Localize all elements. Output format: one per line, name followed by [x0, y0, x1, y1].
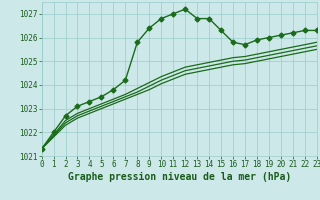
X-axis label: Graphe pression niveau de la mer (hPa): Graphe pression niveau de la mer (hPa) [68, 172, 291, 182]
